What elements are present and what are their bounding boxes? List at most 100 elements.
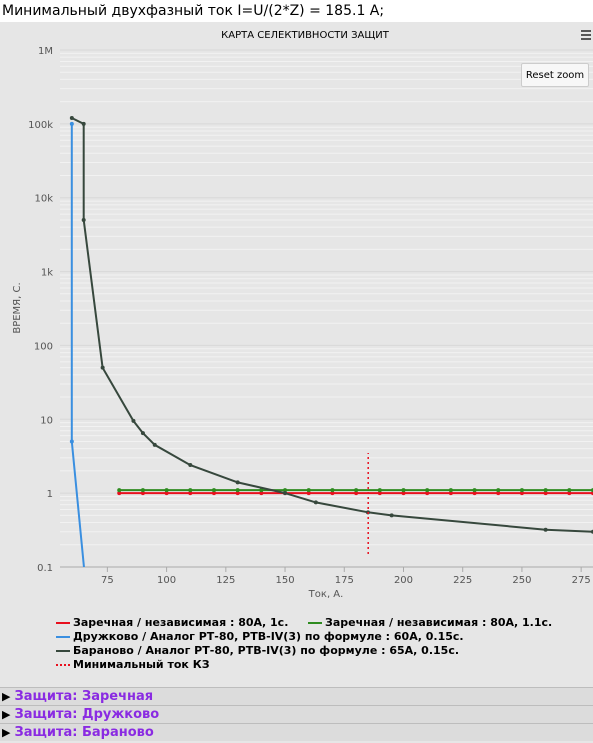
series-point-2 — [69, 439, 74, 444]
legend-label: Заречная / независимая : 80А, 1.1с. — [325, 616, 553, 629]
series-point-3 — [188, 463, 193, 468]
series-point-3 — [140, 431, 145, 436]
series-point-1 — [448, 488, 453, 493]
series-point-0 — [259, 491, 264, 496]
series-point-0 — [425, 491, 430, 496]
series-point-1 — [235, 488, 240, 493]
legend-line-icon — [56, 622, 70, 624]
series-point-0 — [235, 491, 240, 496]
x-tick-label: 250 — [512, 575, 531, 586]
series-point-0 — [567, 491, 572, 496]
series-point-0 — [306, 491, 311, 496]
x-tick-label: 225 — [453, 575, 472, 586]
hamburger-icon[interactable] — [579, 28, 593, 46]
series-point-0 — [543, 491, 548, 496]
series-point-3 — [81, 121, 86, 126]
series-point-1 — [543, 488, 548, 493]
section-label: Защита: Бараново — [14, 725, 154, 740]
y-tick-label: 0.1 — [37, 563, 53, 574]
legend-line-icon — [56, 636, 70, 638]
series-point-1 — [354, 488, 359, 493]
legend-label: Минимальный ток КЗ — [73, 658, 210, 671]
legend-label: Заречная / независимая : 80А, 1с. — [73, 616, 289, 629]
x-axis-title: Ток, А. — [308, 589, 344, 600]
legend-dotted-icon — [56, 664, 70, 666]
series-point-3 — [543, 527, 548, 532]
series-point-0 — [164, 491, 169, 496]
series-point-0 — [188, 491, 193, 496]
series-point-1 — [211, 488, 216, 493]
series-point-3 — [69, 116, 74, 121]
legend-item-baranovo[interactable]: Бараново / Аналог РТ-80, РТВ-IV(3) по фо… — [56, 644, 459, 657]
series-point-2 — [69, 121, 74, 126]
legend-item-min-kz[interactable]: Минимальный ток КЗ — [56, 658, 210, 671]
header-bar: Минимальный двухфазный ток I=U/(2*Z) = 1… — [0, 0, 593, 26]
series-point-3 — [313, 500, 318, 505]
x-tick-label: 125 — [216, 575, 235, 586]
series-point-1 — [140, 488, 145, 493]
series-point-0 — [211, 491, 216, 496]
series-point-0 — [472, 491, 477, 496]
series-point-1 — [117, 488, 122, 493]
series-point-0 — [140, 491, 145, 496]
series-point-0 — [401, 491, 406, 496]
x-tick-label: 175 — [335, 575, 354, 586]
series-point-1 — [306, 488, 311, 493]
series-point-1 — [472, 488, 477, 493]
series-point-1 — [425, 488, 430, 493]
legend-item-zarechnaya-1s[interactable]: Заречная / независимая : 80А, 1с. — [56, 616, 288, 629]
section-druzhkovo[interactable]: ▶ Защита: Дружково — [0, 705, 593, 723]
series-point-1 — [401, 488, 406, 493]
series-point-1 — [567, 488, 572, 493]
y-tick-label: 1 — [47, 489, 53, 500]
series-point-3 — [389, 513, 394, 518]
x-tick-label: 75 — [101, 575, 114, 586]
series-point-3 — [100, 365, 105, 370]
series-point-1 — [283, 488, 288, 493]
series-point-0 — [519, 491, 524, 496]
x-tick-label: 100 — [157, 575, 176, 586]
y-tick-label: 100 — [34, 341, 53, 352]
series-point-1 — [377, 488, 382, 493]
x-tick-label: 200 — [394, 575, 413, 586]
series-point-0 — [377, 491, 382, 496]
series-point-0 — [496, 491, 501, 496]
chart-container: КАРТА СЕЛЕКТИВНОСТИ ЗАЩИТ 0.1 1 10 100 1k 10k 1… — [0, 22, 593, 687]
section-label: Защита: Заречная — [14, 689, 154, 704]
expand-arrow-icon: ▶ — [2, 708, 11, 721]
reset-zoom-button[interactable]: Reset zoom — [521, 63, 589, 87]
series-point-0 — [330, 491, 335, 496]
series-point-1 — [496, 488, 501, 493]
x-tick-label: 275 — [572, 575, 591, 586]
series-point-3 — [283, 491, 288, 496]
legend-label: Бараново / Аналог РТ-80, РТВ-IV(3) по фо… — [73, 644, 460, 657]
expand-arrow-icon: ▶ — [2, 726, 11, 739]
legend-item-zarechnaya-1-1s[interactable]: Заречная / независимая : 80А, 1.1с. — [308, 616, 552, 629]
selectivity-chart[interactable]: КАРТА СЕЛЕКТИВНОСТИ ЗАЩИТ 0.1 1 10 100 1k 10k 1… — [0, 22, 593, 612]
y-tick-label: 10 — [40, 415, 53, 426]
legend-line-icon — [308, 622, 322, 624]
series-point-0 — [354, 491, 359, 496]
series-point-0 — [448, 491, 453, 496]
chart-title: КАРТА СЕЛЕКТИВНОСТИ ЗАЩИТ — [221, 30, 390, 41]
series-point-0 — [117, 491, 122, 496]
section-label: Защита: Дружково — [14, 707, 160, 722]
y-tick-label: 100k — [28, 120, 53, 131]
series-line-3 — [71, 117, 593, 533]
legend-line-icon — [56, 650, 70, 652]
x-tick-label: 150 — [275, 575, 294, 586]
protection-sections: ▶ Защита: Заречная ▶ Защита: Дружково ▶ Защ… — [0, 687, 593, 741]
y-axis-title: ВРЕМЯ, С. — [12, 282, 23, 333]
series-point-1 — [164, 488, 169, 493]
series-point-1 — [519, 488, 524, 493]
legend-label: Дружково / Аналог РТ-80, РТВ-IV(3) по фо… — [73, 630, 464, 643]
y-tick-label: 1M — [38, 46, 53, 57]
expand-arrow-icon: ▶ — [2, 690, 11, 703]
y-tick-label: 1k — [41, 268, 53, 279]
legend-item-druzhkovo[interactable]: Дружково / Аналог РТ-80, РТВ-IV(3) по фо… — [56, 630, 464, 643]
series-point-1 — [188, 488, 193, 493]
section-zarechnaya[interactable]: ▶ Защита: Заречная — [0, 687, 593, 705]
section-baranovo[interactable]: ▶ Защита: Бараново — [0, 723, 593, 741]
series-point-1 — [330, 488, 335, 493]
series-point-1 — [259, 488, 264, 493]
